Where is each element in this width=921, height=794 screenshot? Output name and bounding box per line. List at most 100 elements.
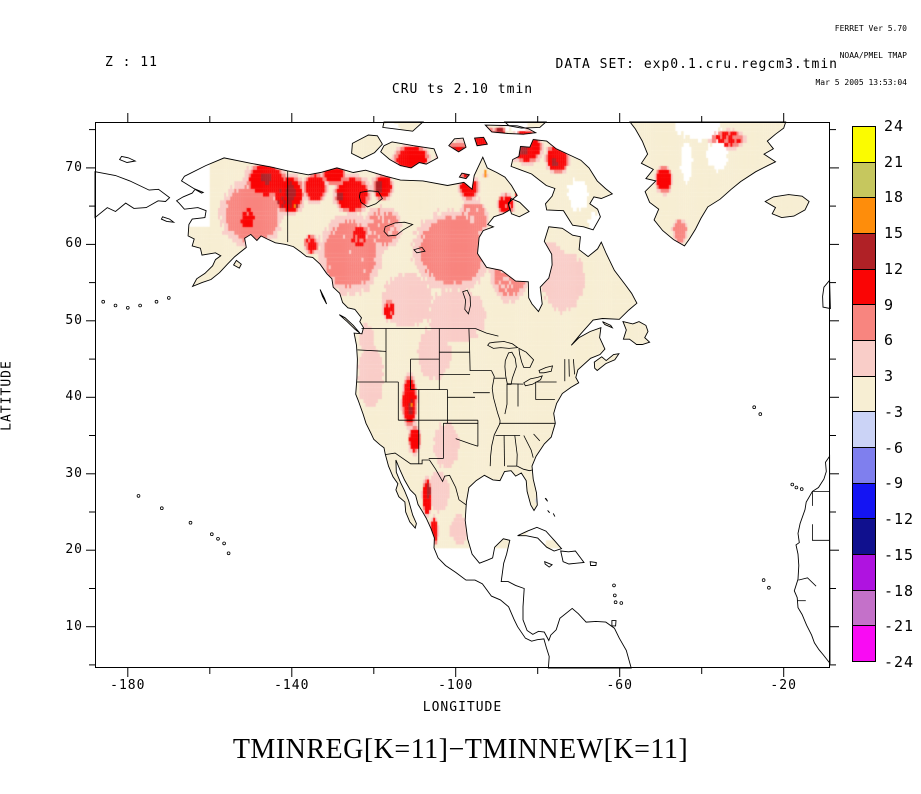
y-tick-label: 50	[65, 312, 83, 328]
x-tick-label: -60	[606, 678, 633, 693]
political-border	[455, 438, 479, 447]
small-island-speck	[799, 487, 804, 491]
lake-outline	[538, 365, 554, 374]
coastline-island	[382, 121, 425, 132]
lake-outline	[358, 190, 383, 208]
credit-org: NOAA/PMEL TMAP	[839, 51, 907, 60]
colorbar-tick-label: 24	[884, 117, 905, 135]
coastline-island	[544, 497, 548, 502]
small-island-speck	[612, 583, 616, 588]
political-border	[812, 524, 830, 541]
colorbar-band	[853, 305, 875, 342]
coastline-island	[508, 197, 530, 218]
colorbar-band	[853, 376, 875, 413]
coastline-island	[232, 259, 242, 269]
colorbar	[852, 126, 876, 662]
political-border	[468, 328, 471, 371]
plot-frame	[95, 122, 830, 668]
credit-timestamp: Mar 5 2005 13:53:04	[815, 78, 907, 87]
political-border	[504, 383, 508, 415]
small-island-speck	[613, 600, 618, 605]
x-tick-label: -20	[770, 678, 797, 693]
lake-outline	[383, 221, 414, 237]
colorbar-band	[853, 448, 875, 484]
x-tick-label: -100	[438, 678, 474, 693]
colorbar-band	[853, 127, 875, 163]
small-island-speck	[761, 578, 766, 582]
coastline-island	[160, 216, 176, 223]
colorbar-band	[853, 341, 875, 377]
political-border	[475, 328, 499, 337]
small-island-speck	[113, 303, 118, 308]
plot-title: CRU ts 2.10 tmin	[391, 82, 534, 97]
small-island-speck	[136, 494, 141, 498]
colorbar-tick-label: -9	[884, 474, 905, 493]
political-border	[357, 349, 387, 352]
coastline-island	[517, 526, 563, 552]
y-tick-label: 20	[65, 542, 83, 558]
coastline-island	[339, 314, 361, 334]
colorbar-tick-label: -24	[884, 653, 915, 671]
coastline-island	[822, 279, 831, 310]
y-axis-title: LATITUDE	[0, 360, 15, 431]
colorbar-band	[853, 269, 875, 306]
colorbar-band	[853, 234, 875, 270]
colorbar-tick-label: -6	[884, 438, 905, 457]
political-border	[385, 452, 467, 506]
lake-outline	[462, 289, 471, 315]
colorbar-tick-label: 15	[884, 224, 905, 243]
coastline-island	[611, 620, 617, 627]
colorbar-band	[853, 162, 875, 199]
colorbar-tick-label: -15	[884, 545, 915, 564]
coastline-island	[547, 510, 550, 514]
map-plot-area	[86, 113, 839, 677]
colorbar-tick-label: -21	[884, 617, 915, 636]
political-border	[489, 423, 501, 467]
political-border	[517, 465, 533, 472]
small-island-speck	[790, 482, 795, 487]
coastline-island	[94, 171, 171, 219]
small-island-speck	[101, 299, 105, 304]
small-island-speck	[226, 551, 231, 556]
lake-outline	[523, 375, 543, 387]
credit-version: FERRET Ver 5.70	[834, 24, 907, 33]
variable-expression-title: TMINREG[K=11]−TMINNEW[K=11]	[232, 734, 689, 765]
small-island-speck	[210, 532, 214, 537]
colorbar-band	[853, 483, 875, 520]
y-tick-label: 30	[65, 465, 83, 481]
colorbar-band	[853, 555, 875, 591]
political-border	[514, 435, 518, 467]
coastline-island	[380, 141, 439, 169]
coastline-island	[764, 194, 810, 219]
small-island-speck	[767, 585, 771, 590]
political-border	[812, 491, 830, 506]
colorbar-tick-label: 18	[884, 188, 905, 207]
political-border	[533, 433, 541, 442]
small-island-speck	[188, 520, 193, 525]
y-tick-label: 70	[65, 159, 83, 175]
small-island-speck	[794, 485, 799, 490]
small-island-speck	[167, 296, 171, 300]
colorbar-tick-label: 21	[884, 152, 905, 171]
colorbar-tick-label: -18	[884, 581, 915, 600]
colorbar-band	[853, 412, 875, 449]
dataset-label: DATA SET: exp0.1.cru.regcm3.tmin	[555, 57, 838, 72]
small-island-speck	[222, 541, 226, 546]
coastline-island	[589, 561, 597, 566]
y-tick-label: 10	[65, 618, 83, 634]
x-tick-label: -140	[274, 678, 310, 693]
colorbar-band	[853, 198, 875, 235]
political-border	[523, 435, 534, 458]
small-island-speck	[125, 306, 130, 310]
coastline-island	[560, 550, 585, 565]
coastline-island	[473, 136, 488, 147]
small-island-speck	[216, 536, 220, 541]
coastline-island	[510, 139, 614, 231]
coastline-overlay-svg	[86, 113, 839, 677]
lake-outline	[518, 347, 535, 368]
colorbar-band	[853, 590, 875, 627]
coastline-north-america	[175, 156, 638, 669]
colorbar-band	[853, 626, 875, 662]
small-island-speck	[160, 506, 164, 511]
